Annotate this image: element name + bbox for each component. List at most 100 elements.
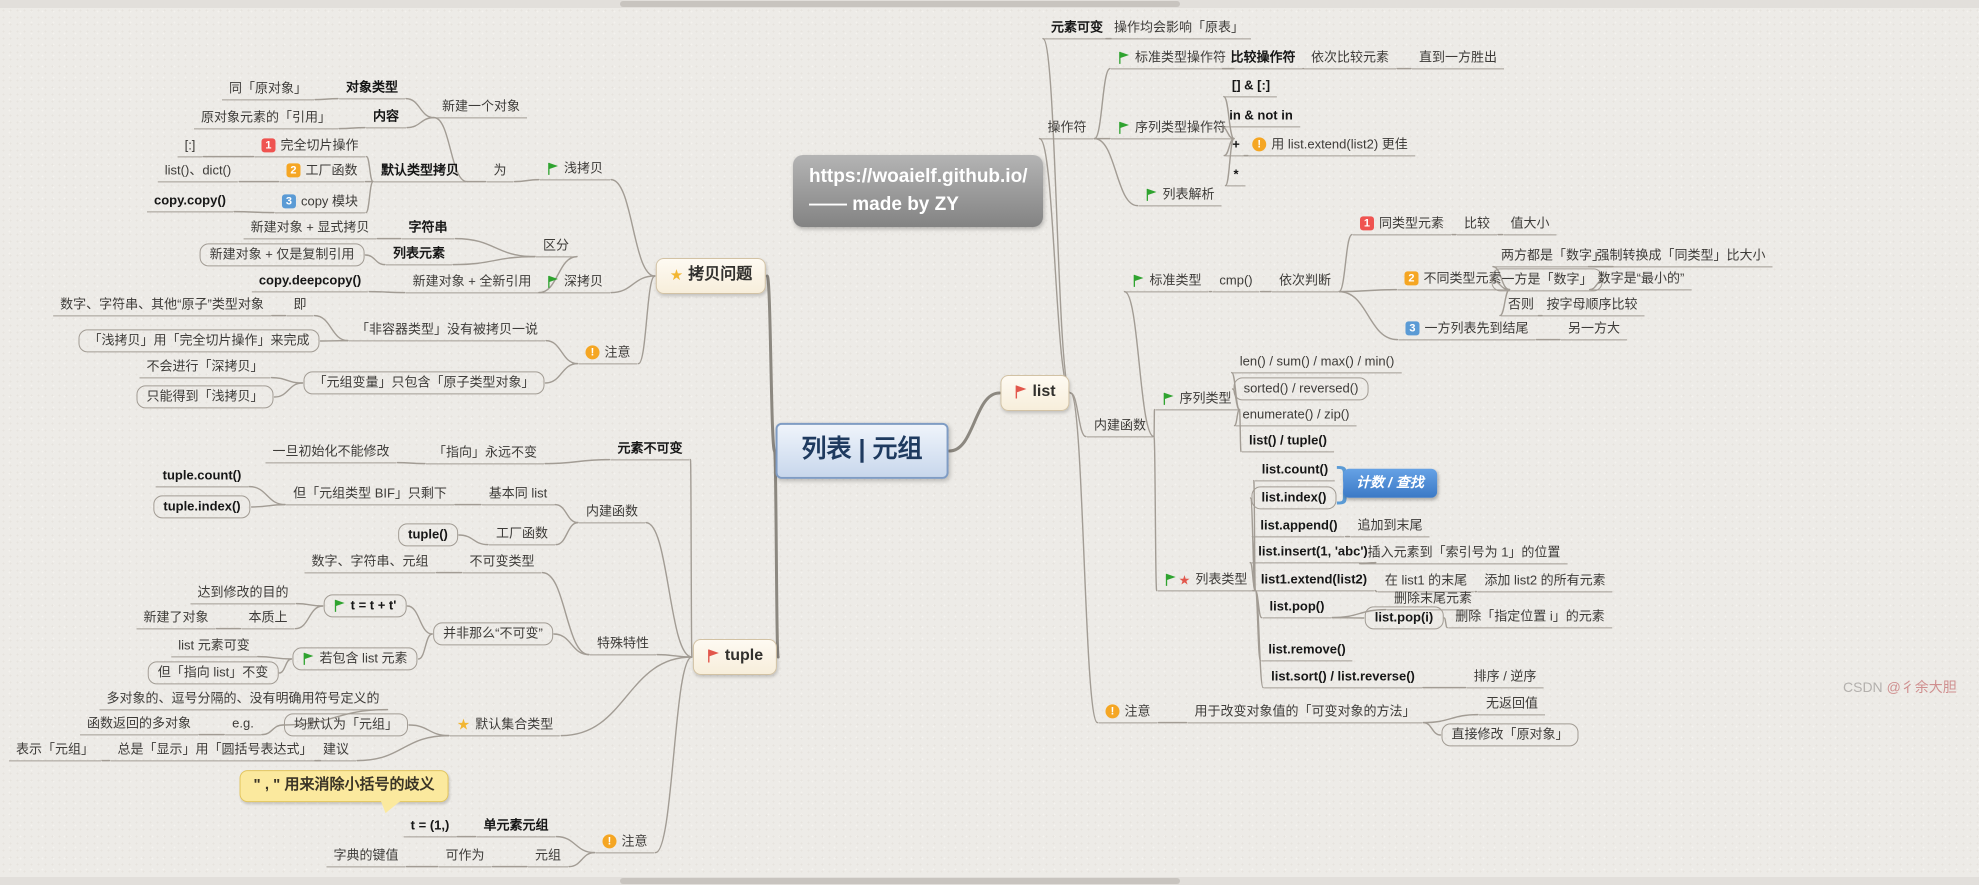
map-node-plus[interactable]: +: [1225, 135, 1247, 157]
map-node-valsize[interactable]: 值大小: [1503, 214, 1557, 236]
map-node-delpos[interactable]: 删除「指定位置 i」的元素: [1448, 607, 1612, 629]
map-node-listmut[interactable]: list 元素可变: [171, 636, 257, 658]
map-node-C1[interactable]: 元素可变: [1043, 18, 1111, 40]
map-node-stdop[interactable]: 标准类型操作符: [1110, 48, 1234, 70]
map-node-compare[interactable]: 比较: [1456, 214, 1498, 236]
map-node-numstr[interactable]: 数字、字符串、元组: [304, 552, 436, 574]
map-node-bifleft[interactable]: 但「元组类型 BIF」只剩下: [286, 484, 454, 506]
map-node-shslice[interactable]: 「浅拷贝」用「完全切片操作」来完成: [78, 329, 320, 353]
map-node-lappend[interactable]: list.append(): [1253, 516, 1345, 538]
map-node-t1[interactable]: t = (1,): [403, 816, 457, 838]
central-topic[interactable]: 列表 | 元组: [775, 422, 949, 480]
map-node-sameorig[interactable]: 同「原对象」: [221, 79, 315, 101]
map-node-numsmall[interactable]: 数字是“最小的”: [1590, 269, 1692, 291]
map-node-sortrev[interactable]: 排序 / 逆序: [1466, 667, 1544, 689]
map-node-stdtype[interactable]: 标准类型: [1125, 271, 1209, 293]
map-node-lextend[interactable]: list1.extend(list2): [1253, 570, 1375, 592]
map-node-deftuple[interactable]: 均默认为「元组」: [283, 713, 409, 737]
map-node-refcopy[interactable]: 新建对象 + 仅是复制引用: [199, 243, 365, 267]
map-node-lpopi[interactable]: list.pop(i): [1364, 606, 1444, 630]
map-node-zhixiang[interactable]: 「指向」永远不变: [425, 443, 545, 465]
map-node-bluebox[interactable]: 计数 / 查找: [1343, 468, 1437, 498]
map-node-B4[interactable]: ★ 默认集合类型: [449, 715, 561, 737]
map-node-A3[interactable]: ! 注意: [578, 343, 638, 365]
map-node-B5[interactable]: ! 注意: [595, 832, 655, 854]
map-node-noncont[interactable]: 「非容器类型」没有被拷贝一说: [348, 320, 546, 342]
map-node-lremove[interactable]: list.remove(): [1261, 640, 1353, 662]
map-node-atoms[interactable]: 数字、字符串、其他“原子”类型对象: [53, 295, 271, 317]
map-node-seqcmp[interactable]: 依次比较元素: [1303, 48, 1397, 70]
map-node-end3[interactable]: 3 一方列表先到结尾: [1398, 319, 1536, 341]
map-node-forceconv[interactable]: 强制转换成「同类型」比大小: [1589, 246, 1773, 268]
map-node-callout[interactable]: " , " 用来消除小括号的歧义: [239, 770, 449, 814]
map-node-kezuowei[interactable]: 可作为: [438, 846, 492, 868]
bottom-scrollbar-thumb[interactable]: [620, 878, 1180, 884]
map-node-initfix[interactable]: 一旦初始化不能修改: [265, 442, 397, 464]
map-node-ji[interactable]: 即: [286, 295, 314, 317]
map-node-yuanzu[interactable]: 元组: [527, 846, 569, 868]
map-node-listel[interactable]: 列表元素: [385, 244, 453, 266]
map-node-bothnum[interactable]: 两方都是「数字」: [1493, 246, 1613, 268]
map-node-listcomp[interactable]: 列表解析: [1138, 185, 1222, 207]
map-node-appendend[interactable]: 追加到末尾: [1350, 516, 1430, 538]
map-node-factory[interactable]: 工厂函数: [488, 524, 556, 546]
map-node-explicit[interactable]: 新建对象 + 显式拷贝: [243, 218, 377, 240]
map-node-tcount[interactable]: tuple.count(): [155, 466, 249, 488]
map-node-onlysh[interactable]: 只能得到「浅拷贝」: [136, 385, 274, 409]
map-node-essence[interactable]: 本质上: [241, 608, 295, 630]
map-node-seqjudge[interactable]: 依次判断: [1271, 271, 1339, 293]
map-node-cmpfn[interactable]: cmp(): [1212, 271, 1260, 293]
map-node-listdict[interactable]: list()、dict(): [157, 161, 239, 183]
map-node-paren[interactable]: 总是「显示」用「圆括号表达式」: [110, 740, 320, 762]
map-node-tindex[interactable]: tuple.index(): [153, 495, 251, 519]
map-node-starop[interactable]: *: [1226, 165, 1246, 187]
map-node-seqop[interactable]: 序列类型操作符: [1110, 118, 1234, 140]
map-node-listtuplefn[interactable]: list() / tuple(): [1242, 431, 1334, 453]
map-node-fact2[interactable]: 2 工厂函数: [279, 161, 365, 183]
map-node-tuplefn[interactable]: tuple(): [398, 523, 458, 547]
map-node-win[interactable]: 直到一方胜出: [1411, 48, 1505, 70]
map-node-reforig[interactable]: 原对象元素的「引用」: [193, 108, 339, 130]
map-node-immtype[interactable]: 不可变类型: [462, 552, 542, 574]
map-node-lindex[interactable]: list.index(): [1251, 486, 1337, 510]
map-node-diff2[interactable]: 2 不同类型元素: [1397, 269, 1509, 291]
map-node-extbetter[interactable]: ! 用 list.extend(list2) 更佳: [1245, 135, 1415, 157]
map-node-lsort[interactable]: list.sort() / list.reverse(): [1264, 667, 1422, 689]
map-node-multiobj[interactable]: 多对象的、逗号分隔的、没有明确用符号定义的: [99, 689, 387, 711]
map-node-teq[interactable]: t = t + t': [323, 594, 407, 618]
map-node-qufen[interactable]: 区分: [535, 236, 577, 258]
map-node-addall[interactable]: 添加 list2 的所有元素: [1477, 571, 1613, 593]
map-node-funcret[interactable]: 函数返回的多对象: [79, 714, 199, 736]
map-node-onenum[interactable]: 一方是「数字」: [1491, 268, 1603, 292]
map-node-A1[interactable]: 浅拷贝: [539, 159, 611, 181]
map-node-otherbig[interactable]: 另一方大: [1560, 319, 1628, 341]
top-scrollbar-thumb[interactable]: [620, 1, 1180, 7]
map-node-cmpop[interactable]: 比较操作符: [1223, 48, 1303, 70]
map-node-haslist[interactable]: 若包含 list 元素: [292, 647, 418, 671]
map-node-tuplevar[interactable]: 「元组变量」只包含「原子类型对象」: [303, 371, 545, 395]
map-node-C4[interactable]: ! 注意: [1098, 702, 1158, 724]
map-node-notso[interactable]: 并非那么“不可变”: [433, 622, 553, 646]
map-node-deepcopy[interactable]: copy.deepcopy(): [251, 271, 369, 293]
map-node-jianyi[interactable]: 建议: [315, 740, 357, 762]
map-node-directmod[interactable]: 直接修改「原对象」: [1441, 723, 1579, 747]
map-node-same1[interactable]: 1 同类型元素: [1352, 214, 1452, 236]
map-node-mrtype[interactable]: 默认类型拷贝: [373, 161, 467, 183]
map-node-B2[interactable]: 内建函数: [578, 502, 646, 524]
map-node-colon[interactable]: [:]: [177, 136, 203, 158]
map-node-newobj2[interactable]: 新建了对象: [136, 608, 216, 630]
map-node-enumzip[interactable]: enumerate() / zip(): [1235, 405, 1357, 427]
map-node-singleel[interactable]: 单元素元组: [476, 816, 556, 838]
map-node-content[interactable]: 内容: [365, 107, 407, 129]
map-node-C3[interactable]: 内建函数: [1086, 416, 1154, 438]
map-node-affect[interactable]: 操作均会影响「原表」: [1106, 18, 1252, 40]
map-node-brk[interactable]: [] & [:]: [1224, 76, 1278, 98]
map-node-strr[interactable]: 字符串: [401, 218, 455, 240]
map-node-C[interactable]: list: [1000, 375, 1070, 411]
map-node-modgoal[interactable]: 达到修改的目的: [190, 583, 296, 605]
map-node-dictkey[interactable]: 字典的键值: [326, 846, 406, 868]
map-node-seqtype[interactable]: 序列类型: [1155, 389, 1239, 411]
map-node-mutmethod[interactable]: 用于改变对象值的「可变对象的方法」: [1187, 702, 1423, 724]
map-node-sortedrev[interactable]: sorted() / reversed(): [1233, 377, 1369, 401]
map-node-alpha[interactable]: 按字母顺序比较: [1539, 295, 1645, 317]
